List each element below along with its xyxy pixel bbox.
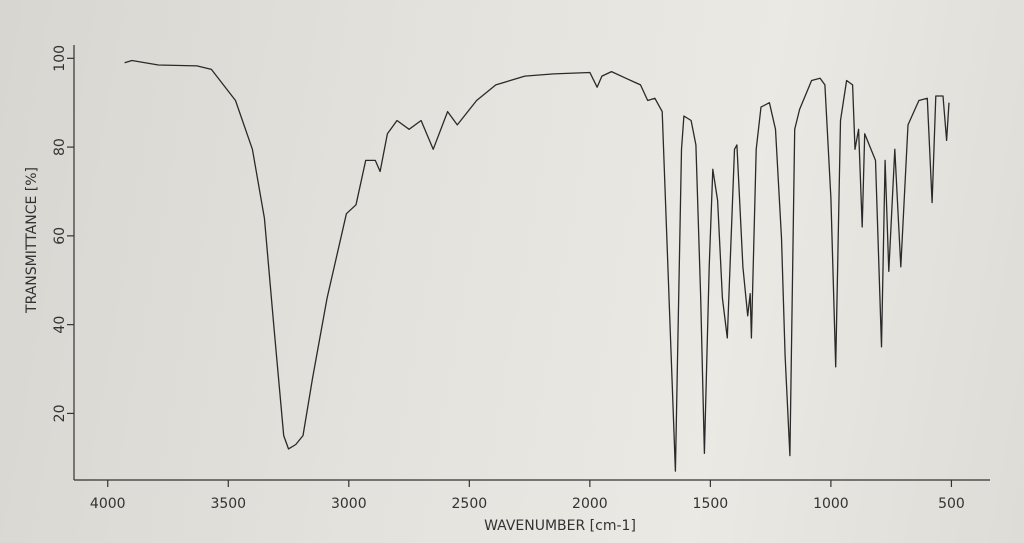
y-axis-label: TRANSMITTANCE [%] [24, 167, 40, 314]
x-tick-label: 3500 [210, 496, 246, 512]
y-tick-label: 100 [52, 45, 68, 72]
y-tick-label: 80 [52, 138, 68, 156]
y-tick-label: 20 [52, 405, 68, 423]
x-tick-label: 1500 [693, 496, 729, 512]
y-tick-label: 60 [52, 227, 68, 245]
x-axis-label: WAVENUMBER [cm-1] [484, 518, 636, 534]
x-tick-label: 4000 [90, 496, 126, 512]
x-tick-label: 1000 [813, 496, 849, 512]
spectrum-line [124, 59, 950, 472]
x-tick-label: 2000 [572, 496, 608, 512]
x-tick-label: 3000 [331, 496, 367, 512]
y-tick-label: 40 [52, 316, 68, 334]
x-tick-label: 2500 [452, 496, 488, 512]
x-tick-label: 500 [938, 496, 965, 512]
